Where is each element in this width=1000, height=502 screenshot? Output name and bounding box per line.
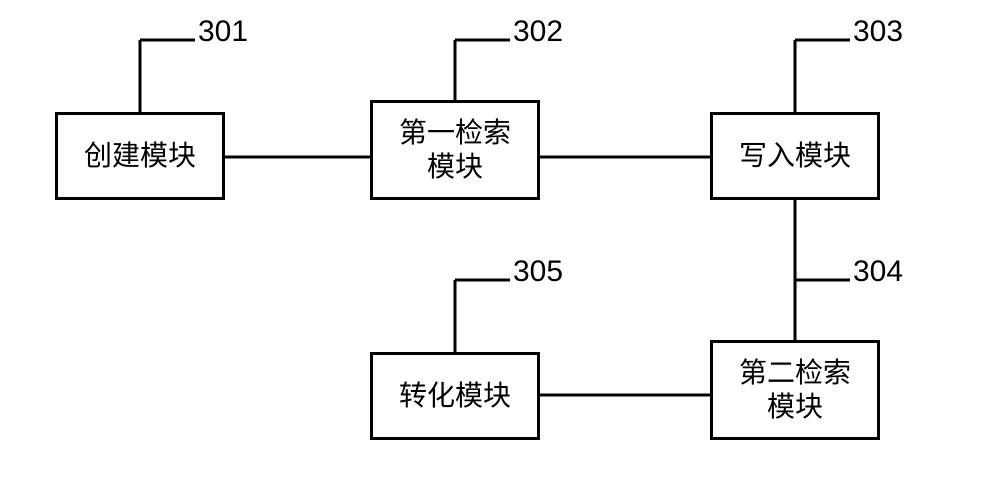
connectors-overlay [0,0,1000,502]
diagram-canvas: 创建模块 第一检索 模块 写入模块 第二检索 模块 转化模块 301 302 3… [0,0,1000,502]
